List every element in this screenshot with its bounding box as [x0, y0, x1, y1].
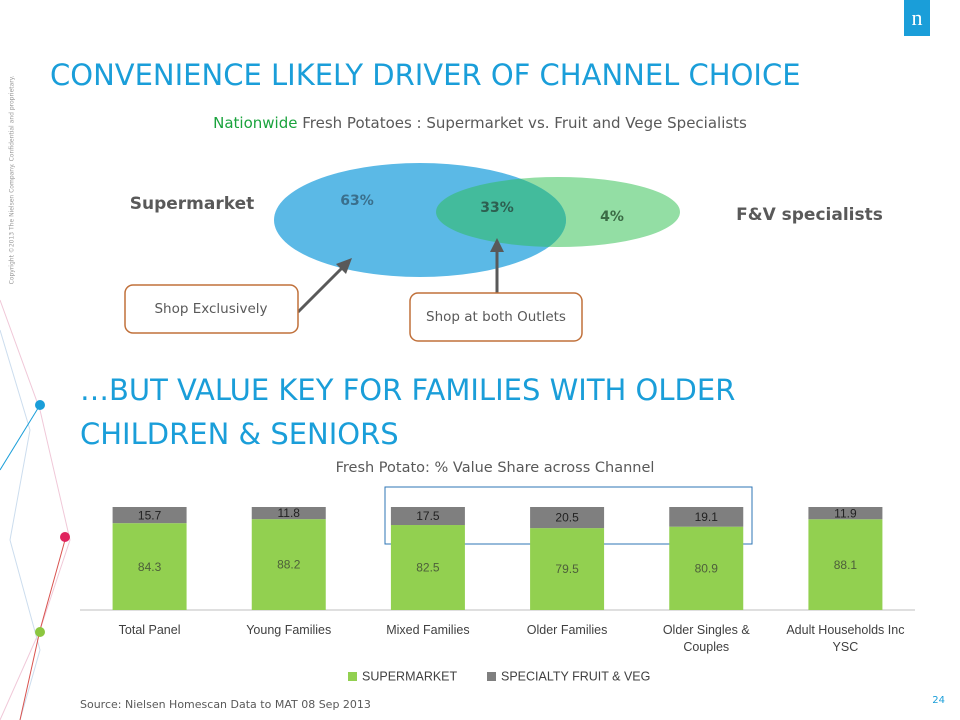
dot	[60, 532, 70, 542]
bar-segment	[112, 507, 187, 524]
x-tick-label: Young Families	[246, 623, 332, 637]
legend-label: SUPERMARKET	[362, 669, 458, 683]
arrow	[296, 262, 348, 314]
bar-segment	[390, 507, 465, 526]
venn-label: 4%	[600, 209, 624, 225]
callout-box	[409, 292, 583, 342]
logo-text: n	[912, 5, 923, 30]
callout-box	[124, 284, 299, 334]
venn-right-label: F&V specialists	[736, 205, 883, 225]
data-label: 15.7	[138, 508, 162, 522]
page-number: 24	[932, 695, 945, 706]
bar-segment	[808, 507, 883, 520]
venn-label: 63%	[340, 193, 374, 209]
slide-title: CONVENIENCE LIKELY DRIVER OF CHANNEL CHO…	[50, 58, 801, 92]
logo	[904, 0, 930, 36]
data-label: 80.9	[695, 562, 719, 576]
x-tick-label: Total Panel	[118, 623, 181, 637]
data-label: 88.2	[277, 558, 301, 572]
legend-swatch	[487, 672, 496, 681]
data-label: 19.1	[695, 510, 719, 524]
x-tick-label: Older Singles & Couples	[662, 623, 750, 654]
bar-segment	[530, 528, 605, 610]
chart-title: Fresh Potato: % Value Share across Chann…	[336, 460, 655, 476]
section-title: …BUT VALUE KEY FOR FAMILIES WITH OLDER C…	[80, 373, 736, 451]
venn-left-label: Supermarket	[130, 194, 255, 214]
callout-text: Shop Exclusively	[154, 301, 267, 317]
subtitle-highlight: Nationwide	[213, 114, 297, 132]
venn-overlap	[436, 177, 566, 247]
bar-segment	[112, 523, 187, 610]
data-label: 20.5	[555, 511, 579, 525]
data-label: 11.8	[278, 506, 301, 520]
arrow-head	[336, 258, 352, 274]
source: Source: Nielsen Homescan Data to MAT 08 …	[80, 698, 371, 711]
bar-segment	[808, 519, 883, 610]
callout-text: Shop at both Outlets	[426, 309, 566, 325]
legend-swatch	[348, 672, 357, 681]
bar-segment	[251, 507, 326, 520]
x-tick-label: Adult Households Inc YSC	[786, 623, 905, 654]
copyright: Copyright ©2013 The Nielsen Company. Con…	[9, 76, 16, 285]
subtitle: Nationwide Fresh Potatoes : Supermarket …	[213, 114, 747, 132]
arrow-head	[490, 238, 504, 252]
data-label: 82.5	[416, 561, 440, 575]
bar-segment	[390, 525, 465, 610]
decoration	[0, 299, 71, 720]
x-tick-label: Older Families	[526, 623, 608, 637]
data-label: 17.5	[416, 509, 440, 523]
data-label: 88.1	[834, 558, 858, 572]
x-tick-label: Mixed Families	[386, 623, 470, 637]
data-label: 11.9	[834, 506, 857, 520]
subtitle-text: Fresh Potatoes : Supermarket vs. Fruit a…	[302, 114, 747, 132]
legend-label: SPECIALTY FRUIT & VEG	[501, 669, 650, 683]
venn-label: 33%	[480, 200, 514, 216]
bar-segment	[669, 507, 744, 527]
dot	[35, 400, 45, 410]
bar-segment	[669, 526, 744, 610]
bar-segment	[530, 507, 605, 529]
dot	[35, 627, 45, 637]
data-label: 84.3	[138, 560, 162, 574]
bar-segment	[251, 519, 326, 610]
data-label: 79.5	[555, 562, 579, 576]
